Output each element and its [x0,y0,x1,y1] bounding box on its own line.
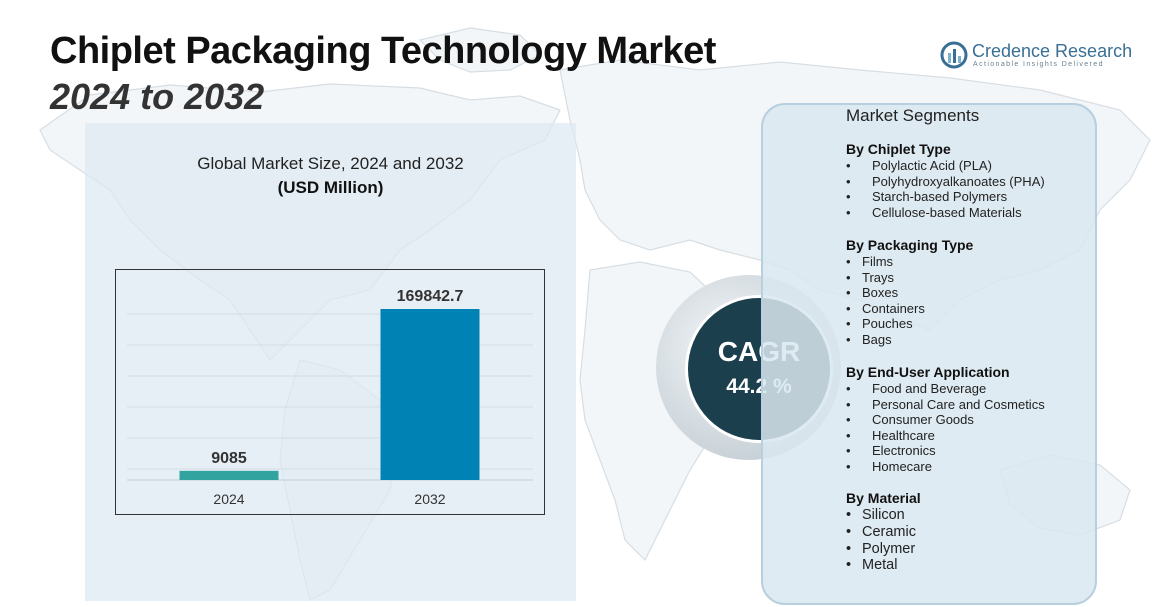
segment-item: • Boxes [846,285,899,301]
tick-label-2024: 2024 [213,491,244,507]
segment-heading-material: By Material [846,490,921,506]
segment-list-end-user: • Food and Beverage • Personal Care and Co… [846,381,1045,475]
page-title: Chiplet Packaging Technology Market [50,30,716,72]
chart-unit-label: (USD Million) [277,178,384,197]
segment-heading-packaging-type: By Packaging Type [846,237,974,253]
chart-frame [115,269,545,515]
tick-label-2032: 2032 [414,491,445,507]
segment-item: • Healthcare [846,427,935,443]
data-label-2032: 169842.7 [397,288,464,305]
segment-list-material: • Silicon • Ceramic • Polymer • Metal [846,507,916,574]
logo-tagline: Actionable Insights Delivered [973,61,1104,68]
segment-item: • Homecare [846,458,932,474]
segment-item: • Containers [846,300,925,316]
logo-name: Credence Research [972,41,1133,61]
segment-item: • Ceramic [846,523,916,540]
segment-heading-end-user: By End-User Application [846,364,1010,380]
segment-item: • Food and Beverage [846,381,987,396]
segment-list-chiplet-type: • Polylactic Acid (PLA) • Polyhydroxyalkan… [846,158,1045,220]
segments-panel [761,103,1097,605]
segment-heading-chiplet-type: By Chiplet Type [846,141,951,157]
data-label-2024: 9085 [211,450,247,467]
segment-item: • Consumer Goods [846,412,974,428]
segment-item: • Polyhydroxyalkanoates (PHA) [846,173,1045,189]
segment-item: • Cellulose-based Materials [846,204,1022,220]
brand-logo: Credence Research Actionable Insights De… [940,40,1133,74]
segment-item: • Films [846,254,894,269]
segment-item: • Trays [846,269,895,285]
segment-item: • Personal Care and Cosmetics [846,396,1045,412]
segment-item: • Bags [846,331,892,347]
segment-item: • Polymer [846,540,916,557]
segment-item: • Silicon [846,507,905,523]
segment-item: • Pouches [846,316,913,332]
chart-title: Global Market Size, 2024 and 2032 [197,154,464,173]
bar-2032 [380,309,480,480]
segment-item: • Starch-based Polymers [846,189,1008,205]
segment-item: • Metal [846,557,898,574]
bar-chart: 9085 2024 169842.7 2032 [115,269,545,515]
segment-item: • Polylactic Acid (PLA) [846,158,992,173]
segment-list-packaging-type: • Films • Trays • Boxes • Containers • Pouche… [846,254,925,348]
chart-panel [85,123,576,601]
logo-mark-icon [940,41,968,69]
page-subtitle: 2024 to 2032 [50,76,265,117]
segment-item: • Electronics [846,443,936,459]
segments-title: Market Segments [846,106,980,125]
bar-2024 [179,470,279,480]
